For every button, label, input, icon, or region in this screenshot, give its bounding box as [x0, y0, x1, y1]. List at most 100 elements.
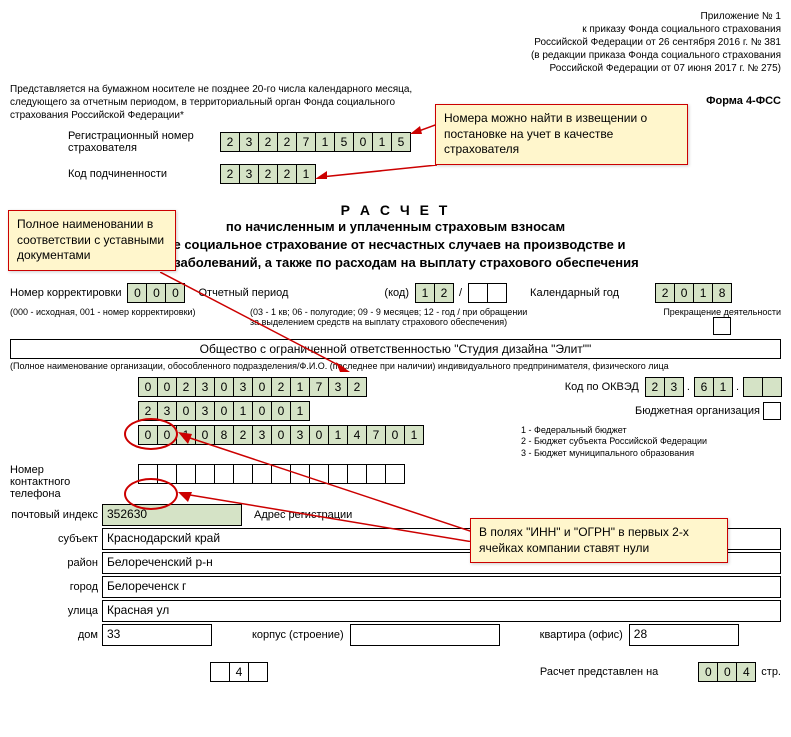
- cell: 7: [309, 377, 329, 397]
- cell: 1: [296, 164, 316, 184]
- korp-lbl: корпус (строение): [252, 629, 344, 641]
- cell: 0: [157, 377, 177, 397]
- kv-field[interactable]: 28: [629, 624, 739, 646]
- cell: [248, 662, 268, 682]
- cell: 1: [372, 132, 392, 152]
- cell: 6: [694, 377, 714, 397]
- cell: [210, 662, 230, 682]
- dom-field[interactable]: 33: [102, 624, 212, 646]
- budget-o1: 1 - Федеральный бюджет: [521, 425, 781, 437]
- header-block: Приложение № 1 к приказу Фонда социально…: [10, 10, 781, 75]
- sub-cells: 23221: [220, 164, 315, 184]
- cell: 0: [385, 425, 405, 445]
- reg-cells: 2322715015: [220, 132, 410, 152]
- cell: 2: [271, 377, 291, 397]
- cell: 0: [176, 401, 196, 421]
- period-empty: [468, 283, 506, 303]
- post-field[interactable]: 352630: [102, 504, 242, 526]
- cell: 2: [233, 425, 253, 445]
- gorod-field[interactable]: Белореченск г: [102, 576, 781, 598]
- inn-cells: 002303021732: [138, 377, 366, 397]
- cell: 0: [271, 425, 291, 445]
- corr-note: (000 - исходная, 001 - номер корректиров…: [10, 307, 240, 317]
- cease-lbl: Прекращение деятельности: [663, 307, 781, 317]
- cell: 0: [252, 401, 272, 421]
- cell: 2: [434, 283, 454, 303]
- cell: 3: [195, 401, 215, 421]
- hdr-l4: (в редакции приказа Фонда социального ст…: [10, 49, 781, 62]
- kv-lbl: квартира (офис): [540, 629, 623, 641]
- cell: 0: [195, 425, 215, 445]
- callout-2: Полное наименовании в соответствии с уст…: [8, 210, 176, 271]
- cell: 1: [315, 132, 335, 152]
- okved-lbl: Код по ОКВЭД: [565, 381, 639, 393]
- addr-reg-lbl: Адрес регистрации: [254, 509, 352, 521]
- cell: 3: [252, 425, 272, 445]
- budget-lbl: Бюджетная организация: [635, 404, 760, 416]
- dom-lbl: дом: [10, 629, 102, 641]
- phone-lbl: Номер контактного телефона: [10, 464, 90, 500]
- cell: 1: [290, 377, 310, 397]
- okved-c: [743, 377, 781, 397]
- okved-a: 23: [645, 377, 683, 397]
- cell: 1: [233, 401, 253, 421]
- cell: 2: [258, 132, 278, 152]
- cell: 2: [645, 377, 665, 397]
- ul-lbl: улица: [10, 605, 102, 617]
- cell: 0: [698, 662, 718, 682]
- cell: 3: [195, 377, 215, 397]
- cell: 2: [277, 164, 297, 184]
- budget-o2: 2 - Бюджет субъекта Российской Федерации: [521, 436, 781, 448]
- org-note: (Полное наименование организации, обособ…: [10, 361, 781, 371]
- cell: 0: [674, 283, 694, 303]
- pages-suffix: стр.: [761, 666, 781, 678]
- cell: 5: [334, 132, 354, 152]
- cell: 2: [277, 132, 297, 152]
- ogrn-cells: 001082303014701: [138, 425, 423, 445]
- okved-b: 61: [694, 377, 732, 397]
- cell: 4: [229, 662, 249, 682]
- cell: 2: [258, 164, 278, 184]
- corr-cells: 000: [127, 283, 184, 303]
- cease-check[interactable]: [713, 317, 731, 335]
- sub-label: Код подчиненности: [68, 168, 220, 180]
- ul-field[interactable]: Красная ул: [102, 600, 781, 622]
- cell: 0: [271, 401, 291, 421]
- hdr-l2: к приказу Фонда социального страхования: [10, 23, 781, 36]
- post-lbl: почтовый индекс: [10, 509, 102, 521]
- cell: 4: [736, 662, 756, 682]
- corr-lbl: Номер корректировки: [10, 287, 121, 299]
- reg-label: Регистрационный номер страхователя: [68, 130, 220, 154]
- cell: 0: [252, 377, 272, 397]
- cell: 3: [290, 425, 310, 445]
- cell: 0: [214, 401, 234, 421]
- korp-field[interactable]: [350, 624, 500, 646]
- pages-cells: 4: [210, 662, 267, 682]
- cell: 0: [717, 662, 737, 682]
- cell: 0: [309, 425, 329, 445]
- cell: 7: [296, 132, 316, 152]
- form-code: Форма 4-ФСС: [706, 95, 781, 107]
- cell: 8: [712, 283, 732, 303]
- pages2-cells: 004: [698, 662, 755, 682]
- hdr-l5: Российской Федерации от 07 июня 2017 г. …: [10, 62, 781, 75]
- cell: 2: [655, 283, 675, 303]
- cell: 2: [347, 377, 367, 397]
- budget-check[interactable]: [763, 402, 781, 420]
- circle-ogrn: [124, 478, 178, 510]
- callout-3: В полях "ИНН" и "ОГРН" в первых 2-х ячей…: [470, 518, 728, 563]
- cell: 1: [404, 425, 424, 445]
- cell: 1: [328, 425, 348, 445]
- cell: 1: [713, 377, 733, 397]
- hdr-l1: Приложение № 1: [10, 10, 781, 23]
- cell: 1: [290, 401, 310, 421]
- hdr-l3: Российской Федерации от 26 сентября 2016…: [10, 36, 781, 49]
- circle-inn: [124, 418, 178, 450]
- cell: 0: [165, 283, 185, 303]
- cell: 3: [239, 132, 259, 152]
- period-lbl: Отчетный период: [198, 287, 288, 299]
- org-name-field[interactable]: Общество с ограниченной ответственностью…: [10, 339, 781, 359]
- pages-lbl: Расчет представлен на: [540, 666, 658, 678]
- raion-lbl: район: [10, 557, 102, 569]
- cell: 2: [220, 132, 240, 152]
